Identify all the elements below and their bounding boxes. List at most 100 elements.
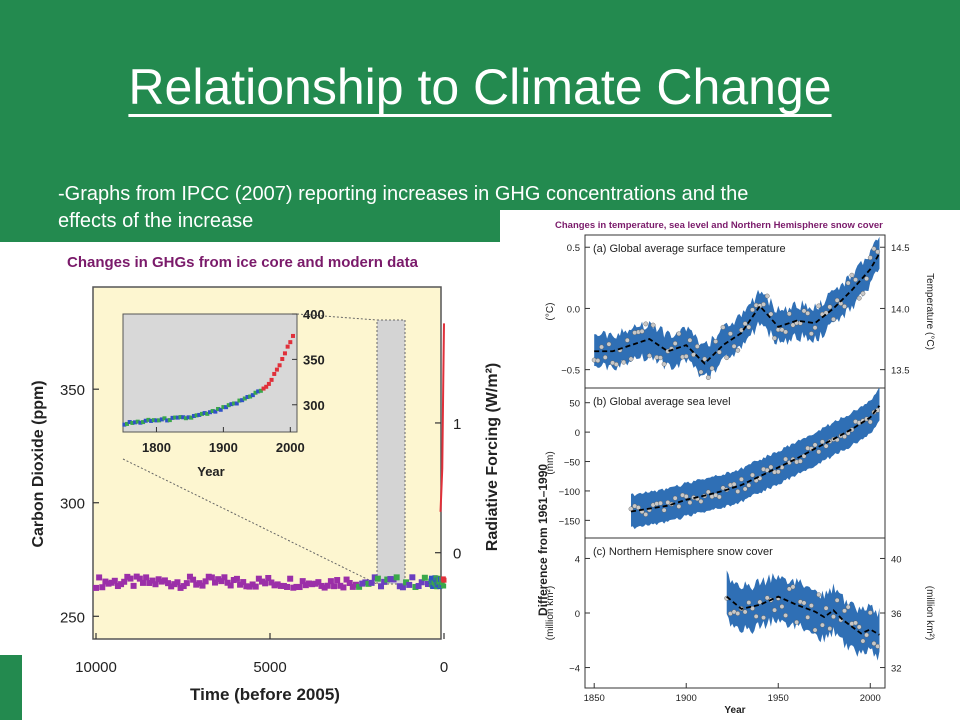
co2-point-78 bbox=[337, 582, 344, 589]
panel-2-point-10 bbox=[761, 615, 766, 621]
panel-0-point-59 bbox=[808, 331, 814, 337]
co2-point-98 bbox=[399, 584, 406, 591]
co2-point-71 bbox=[315, 579, 322, 586]
panel-1-point-2 bbox=[635, 505, 641, 510]
panel-2-y2-tick-label-0: 40 bbox=[891, 554, 902, 565]
inset-point-6 bbox=[138, 420, 143, 425]
inset-point-21 bbox=[178, 415, 183, 420]
inset-point-2 bbox=[127, 420, 132, 425]
x-tick-label-2: 0 bbox=[440, 659, 448, 676]
panel-2-x-tick-label-3: 2000 bbox=[860, 693, 881, 704]
panel-1-point-37 bbox=[764, 467, 770, 473]
inset-point-1 bbox=[125, 421, 130, 426]
co2-point-16 bbox=[143, 574, 150, 581]
inset-point-0 bbox=[122, 422, 127, 427]
inset-point-54 bbox=[266, 381, 271, 386]
co2-point-67 bbox=[302, 582, 309, 589]
panel-2-point-22 bbox=[805, 614, 811, 620]
co2-point-56 bbox=[268, 579, 275, 586]
panel-1-point-51 bbox=[816, 449, 822, 455]
inset-point-44 bbox=[240, 398, 245, 403]
co2-point-104 bbox=[418, 579, 425, 586]
panel-1-y-tick-label-3: −100 bbox=[559, 487, 580, 498]
panel-0-point-38 bbox=[731, 343, 737, 349]
co2-point-57 bbox=[271, 582, 278, 589]
inset-point-50 bbox=[256, 389, 261, 394]
co2-point-6 bbox=[111, 577, 118, 584]
inset-point-12 bbox=[154, 418, 159, 423]
co2-point-75 bbox=[327, 578, 334, 585]
panel-1-y-tick-label-0: 50 bbox=[569, 399, 580, 410]
panel-2-point-15 bbox=[779, 604, 785, 609]
co2-point-99 bbox=[403, 579, 410, 586]
co2-point-15 bbox=[139, 579, 146, 586]
co2-point-65 bbox=[296, 584, 303, 591]
subtitle-line-1: -Graphs from IPCC (2007) reporting incre… bbox=[58, 183, 749, 205]
panel-2-point-7 bbox=[750, 606, 755, 611]
co2-point-145 bbox=[441, 577, 447, 583]
inset-point-16 bbox=[165, 418, 170, 423]
co2-point-52 bbox=[255, 575, 262, 582]
co2-point-24 bbox=[168, 583, 175, 590]
inset-point-43 bbox=[237, 398, 242, 403]
panel-0-point-49 bbox=[772, 335, 777, 341]
co2-point-7 bbox=[114, 583, 121, 590]
panel-2-point-16 bbox=[783, 613, 789, 618]
panel-1-point-42 bbox=[783, 456, 789, 462]
co2-point-1 bbox=[96, 574, 103, 581]
co2-point-97 bbox=[396, 583, 403, 590]
co2-point-96 bbox=[393, 574, 400, 581]
y2-tick-label-0: 0 bbox=[453, 546, 461, 563]
co2-point-83 bbox=[352, 581, 359, 588]
inset-point-27 bbox=[194, 413, 199, 418]
co2-point-74 bbox=[324, 582, 331, 589]
panel-1-point-15 bbox=[683, 494, 689, 499]
inset-point-31 bbox=[205, 411, 210, 416]
inset-y-tick-label-0: 300 bbox=[303, 398, 325, 413]
x-tick-label-0: 10000 bbox=[75, 659, 117, 676]
panel-2-point-19 bbox=[794, 619, 800, 625]
panel-1-trend-line bbox=[630, 405, 881, 513]
panel-1-point-30 bbox=[739, 476, 744, 482]
co2-point-100 bbox=[406, 581, 413, 588]
panel-2-point-26 bbox=[820, 622, 825, 628]
y2-tick-label-1: 1 bbox=[453, 416, 461, 433]
panel-0-point-34 bbox=[716, 349, 722, 355]
panel-0-point-37 bbox=[727, 331, 733, 337]
inset-point-57 bbox=[274, 367, 279, 372]
co2-point-20 bbox=[155, 576, 162, 583]
co2-point-25 bbox=[171, 581, 178, 588]
co2-point-36 bbox=[205, 573, 212, 580]
panel-0-point-47 bbox=[764, 293, 770, 299]
co2-point-46 bbox=[237, 581, 244, 588]
inset-point-11 bbox=[151, 418, 156, 423]
panel-2-point-5 bbox=[742, 609, 748, 615]
slide-title: Relationship to Climate Change bbox=[128, 59, 832, 115]
co2-point-39 bbox=[215, 576, 222, 583]
inset-point-19 bbox=[173, 415, 178, 420]
panel-0-point-69 bbox=[845, 280, 851, 286]
co2-point-8 bbox=[118, 581, 125, 588]
x-tick-label-1: 5000 bbox=[253, 659, 286, 676]
climate-panels: (a) Global average surface temperature (°… bbox=[545, 234, 935, 715]
inset-point-5 bbox=[135, 419, 140, 424]
panel-0-point-2 bbox=[599, 344, 604, 350]
panel-0-point-6 bbox=[613, 362, 619, 367]
co2-point-35 bbox=[202, 578, 209, 585]
panel-2-point-40 bbox=[871, 641, 877, 646]
panel-0-point-46 bbox=[761, 301, 766, 307]
climate-figure-heading: Changes in temperature, sea level and No… bbox=[555, 220, 883, 231]
co2-point-77 bbox=[334, 577, 341, 584]
panel-1-frame bbox=[584, 387, 886, 539]
inset-point-23 bbox=[183, 416, 188, 421]
panel-0-point-35 bbox=[720, 324, 726, 330]
panel-1-point-9 bbox=[661, 507, 667, 513]
inset-point-58 bbox=[277, 363, 282, 368]
co2-point-18 bbox=[149, 577, 156, 584]
panel-0-point-22 bbox=[672, 341, 678, 346]
panel-2-x-tick-label-0: 1850 bbox=[584, 693, 605, 704]
co2-point-95 bbox=[390, 576, 397, 583]
panel-0-point-13 bbox=[639, 328, 645, 334]
panel-2-point-23 bbox=[808, 603, 814, 609]
panel-2-point-13 bbox=[772, 607, 777, 613]
